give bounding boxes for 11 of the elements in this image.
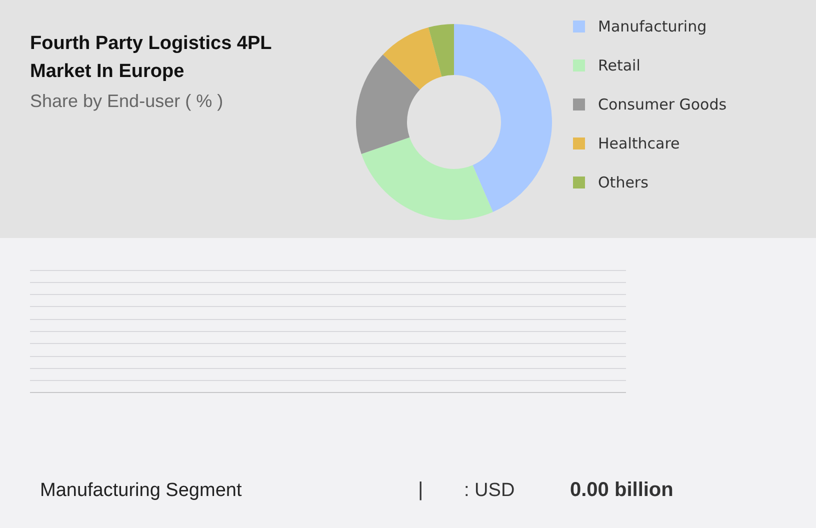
legend-label: Healthcare [598, 134, 680, 152]
text: Manufacturing Segment [40, 480, 242, 502]
text: 0.00 billion [570, 479, 674, 502]
legend-label: Manufacturing [598, 18, 707, 36]
text: Fourth Party Logistics 4PL Market In Europe [30, 32, 272, 84]
text: Share by End-user ( % ) [30, 91, 224, 112]
legend-label: Retail [598, 56, 640, 74]
legend-label: Consumer Goods [598, 96, 727, 114]
text: | [418, 479, 424, 502]
legend-label: Others [598, 174, 649, 192]
text: : USD [464, 480, 515, 502]
